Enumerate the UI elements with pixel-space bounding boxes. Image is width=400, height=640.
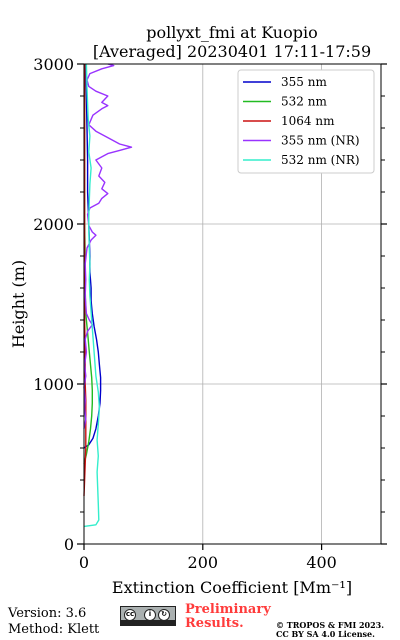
extinction-profile-chart: pollyxt_fmi at Kuopio [Averaged] 2023040…: [9, 23, 387, 597]
copyright-text: © TROPOS & FMI 2023.: [276, 620, 385, 630]
x-tick-label: 400: [306, 553, 337, 572]
series-line-4: [83, 63, 101, 528]
x-axis-label: Extinction Coefficient [Mm⁻¹]: [112, 578, 352, 597]
chart-subtitle: [Averaged] 20230401 17:11-17:59: [93, 42, 371, 61]
legend: 355 nm 532 nm 1064 nm 355 nm (NR) 532 nm (NR…: [237, 69, 375, 174]
legend-box: [237, 69, 375, 174]
legend-label-3: 355 nm (NR): [281, 134, 360, 148]
legend-label-4: 532 nm (NR): [281, 153, 360, 167]
legend-label-2: 1064 nm: [281, 114, 335, 128]
x-tick-label: 0: [79, 553, 89, 572]
version-text: Version: 3.6: [8, 606, 87, 621]
legend-label-1: 532 nm: [281, 95, 327, 109]
y-tick-label: 3000: [33, 55, 74, 74]
preliminary-results-label: Results.: [185, 616, 244, 631]
x-tick-label: 200: [188, 553, 219, 572]
series-line-3: [83, 63, 133, 429]
plot-frame: [83, 63, 382, 545]
y-tick-label: 1000: [33, 375, 74, 394]
method-text: Method: Klett: [8, 622, 100, 637]
license-text: CC BY SA 4.0 License.: [276, 629, 375, 639]
y-axis-label: Height (m): [9, 260, 28, 348]
chart-title: pollyxt_fmi at Kuopio: [146, 23, 317, 42]
legend-label-0: 355 nm: [281, 75, 327, 89]
y-tick-label: 2000: [33, 215, 74, 234]
badge-bar: [121, 620, 175, 625]
series-layer: [83, 63, 133, 528]
cc-license-badge-icon: cc i ↻: [120, 606, 176, 626]
axis-ticks: 0 1000 2000 3000 0 200 400: [33, 55, 387, 572]
y-tick-label: 0: [64, 535, 74, 554]
preliminary-label: Preliminary: [185, 602, 271, 617]
